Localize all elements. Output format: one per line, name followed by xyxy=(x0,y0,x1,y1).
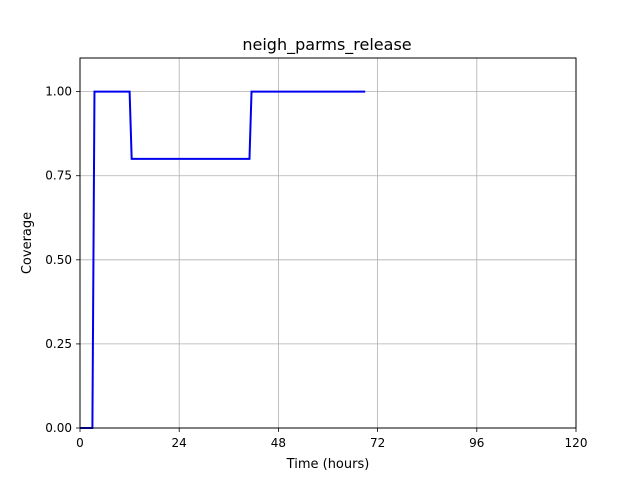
coverage-series-line xyxy=(80,90,366,429)
plot-frame xyxy=(79,57,577,429)
y-tick-label: 0.50 xyxy=(45,253,72,267)
y-tick-label: 0.00 xyxy=(45,421,72,435)
x-axis-label: Time (hours) xyxy=(286,457,370,472)
y-tick-label: 0.25 xyxy=(45,337,72,351)
y-tick-label: 0.75 xyxy=(45,169,72,183)
x-tick-label: 0 xyxy=(76,436,84,450)
x-tick-label: 48 xyxy=(271,436,286,450)
x-tick-label: 120 xyxy=(565,436,588,450)
x-axis-ticks: 0 24 48 72 96 120 xyxy=(76,428,587,450)
y-tick-label: 1.00 xyxy=(45,85,72,99)
y-axis-ticks: 0.00 0.25 0.50 0.75 1.00 xyxy=(45,85,80,435)
grid-lines xyxy=(79,58,577,429)
x-tick-label: 96 xyxy=(469,436,484,450)
x-tick-label: 72 xyxy=(370,436,385,450)
y-axis-label: Coverage xyxy=(20,212,35,274)
x-tick-label: 24 xyxy=(172,436,187,450)
series-layer xyxy=(80,90,366,429)
chart-title: neigh_parms_release xyxy=(242,35,411,55)
